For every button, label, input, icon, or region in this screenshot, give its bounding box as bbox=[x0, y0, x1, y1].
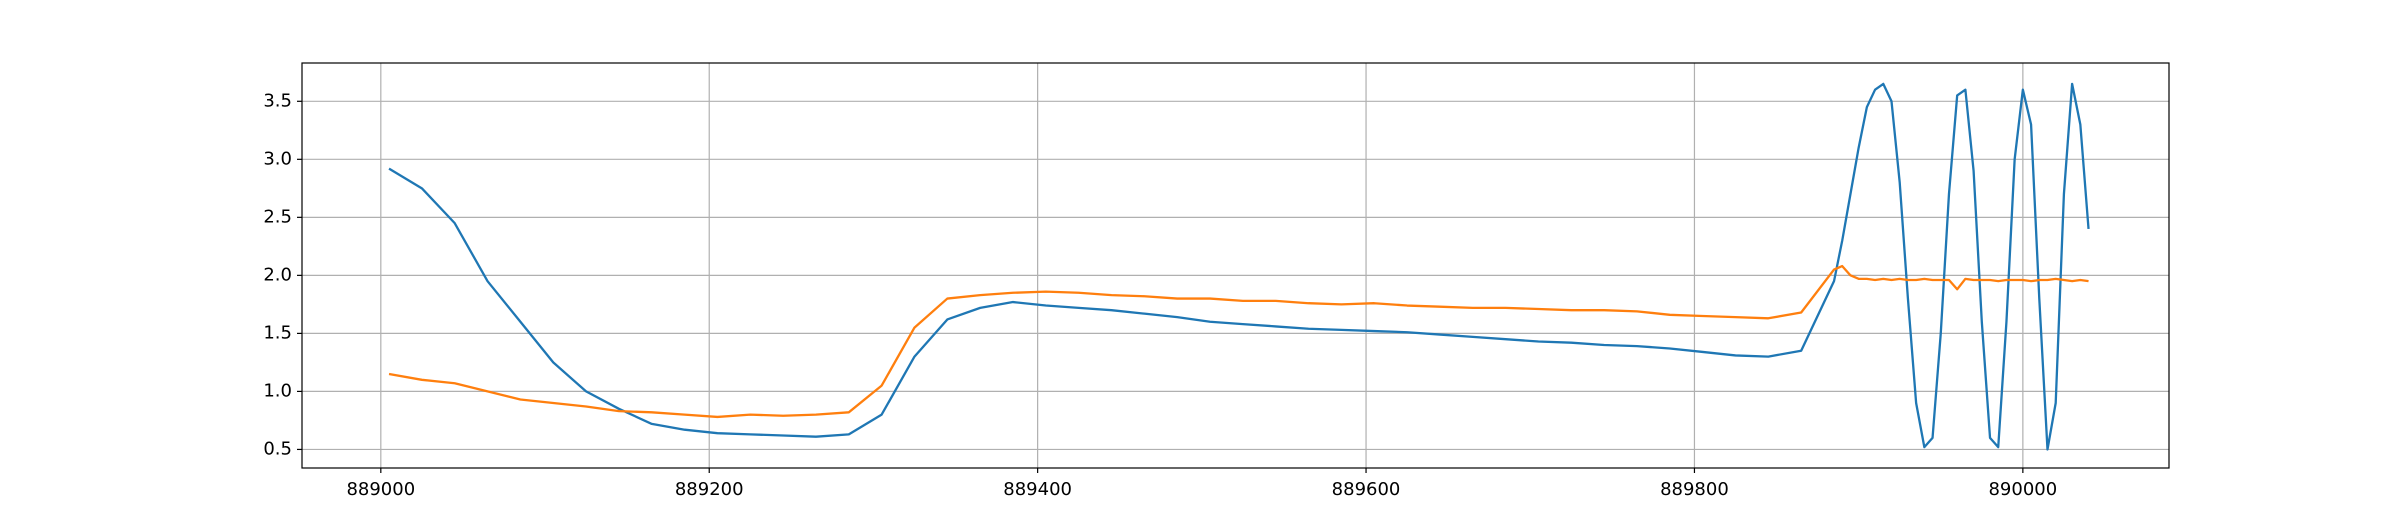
y-tick-label: 1.0 bbox=[263, 380, 292, 401]
data-line bbox=[388, 264, 2089, 419]
x-tick-label: 889600 bbox=[1332, 479, 1401, 500]
y-tick-label: 0.5 bbox=[263, 438, 292, 459]
y-tick-label: 3.5 bbox=[263, 90, 292, 111]
x-tick-label: 889000 bbox=[346, 479, 415, 500]
data-line bbox=[388, 82, 2090, 451]
y-tick-label: 2.5 bbox=[263, 206, 292, 227]
y-tick-label: 2.0 bbox=[263, 264, 292, 285]
y-tick-label: 1.5 bbox=[263, 322, 292, 343]
x-tick-label: 889400 bbox=[1003, 479, 1072, 500]
x-tick-label: 889200 bbox=[675, 479, 744, 500]
x-tick-label: 890000 bbox=[1988, 479, 2057, 500]
plot-frame bbox=[301, 62, 2170, 469]
y-tick-label: 3.0 bbox=[263, 148, 292, 169]
x-tick-label: 889800 bbox=[1660, 479, 1729, 500]
